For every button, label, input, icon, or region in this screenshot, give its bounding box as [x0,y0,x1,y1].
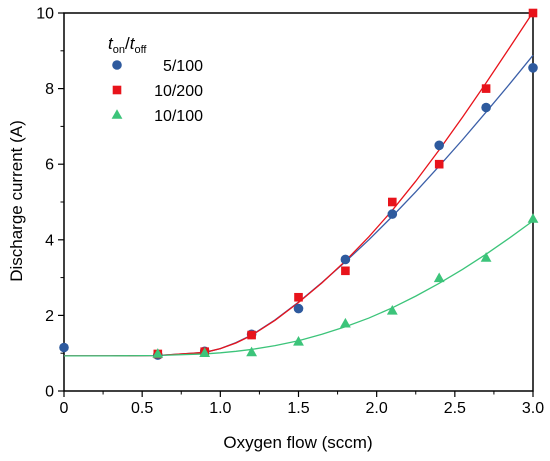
y-tick-label: 6 [45,157,54,174]
plot-frame-rect [63,12,534,392]
legend-title: ton/toff [108,34,147,56]
y-tick-label: 4 [45,232,54,249]
x-tick-label: 2.0 [366,400,388,417]
y-tick-label: 0 [45,384,54,401]
point-10-100 [152,348,164,358]
y-axis-label: Discharge current (A) [7,120,26,282]
y-tick-label: 8 [45,81,54,98]
point-10-200 [434,159,444,169]
point-10-100 [386,305,398,315]
point-10-200 [294,292,303,302]
point-10-100 [433,272,445,283]
point-10-200 [247,330,256,340]
point-10-100 [480,252,492,262]
x-tick-label: 2.5 [444,400,466,417]
point-5-100 [528,63,538,73]
fit-curve-10-100 [64,220,534,357]
point-10-100 [340,317,351,328]
legend-title-slash: / [125,34,130,53]
y-tick-label: 10 [36,6,54,23]
legend-label: 10/200 [154,83,203,100]
plot-frame [63,12,534,392]
legend-title-t2: t [130,34,136,53]
point-10-200 [481,84,491,93]
point-5-100 [387,209,398,219]
legend-title-t1: t [108,34,114,53]
x-tick-label: 1.0 [209,400,231,417]
legend-marker-5-100 [112,60,122,70]
y-tick-label: 2 [45,308,54,325]
legend-marker-10-100 [111,109,123,119]
point-5-100 [434,140,445,151]
legend-marker-10-200 [112,85,122,95]
point-5-100 [481,102,491,113]
point-10-200 [528,8,538,18]
legend-entries: 5/100 10/200 10/100 [111,58,203,125]
y-axis: 0 2 4 6 8 10 [36,6,64,401]
legend-title-on: on [113,44,125,56]
point-10-100 [246,346,257,357]
x-tick-label: 1.5 [287,400,309,417]
x-tick-label: 0.5 [131,400,153,417]
legend-label: 5/100 [163,58,203,75]
x-tick-label: 3.0 [522,400,544,417]
x-tick-label: 0 [60,400,69,417]
x-axis: 0 0.5 1.0 1.5 2.0 2.5 3.0 [60,391,544,417]
legend-label: 10/100 [154,108,203,125]
x-axis-label: Oxygen flow (sccm) [223,433,372,452]
point-5-100 [293,303,304,314]
point-10-100 [293,336,304,346]
point-5-100 [340,254,351,265]
point-10-100 [527,213,539,223]
point-10-200 [341,266,350,276]
legend-title-off: off [134,44,147,56]
point-5-100 [59,342,69,353]
point-10-200 [388,197,397,207]
data-points [59,8,539,360]
point-10-100 [199,347,211,357]
